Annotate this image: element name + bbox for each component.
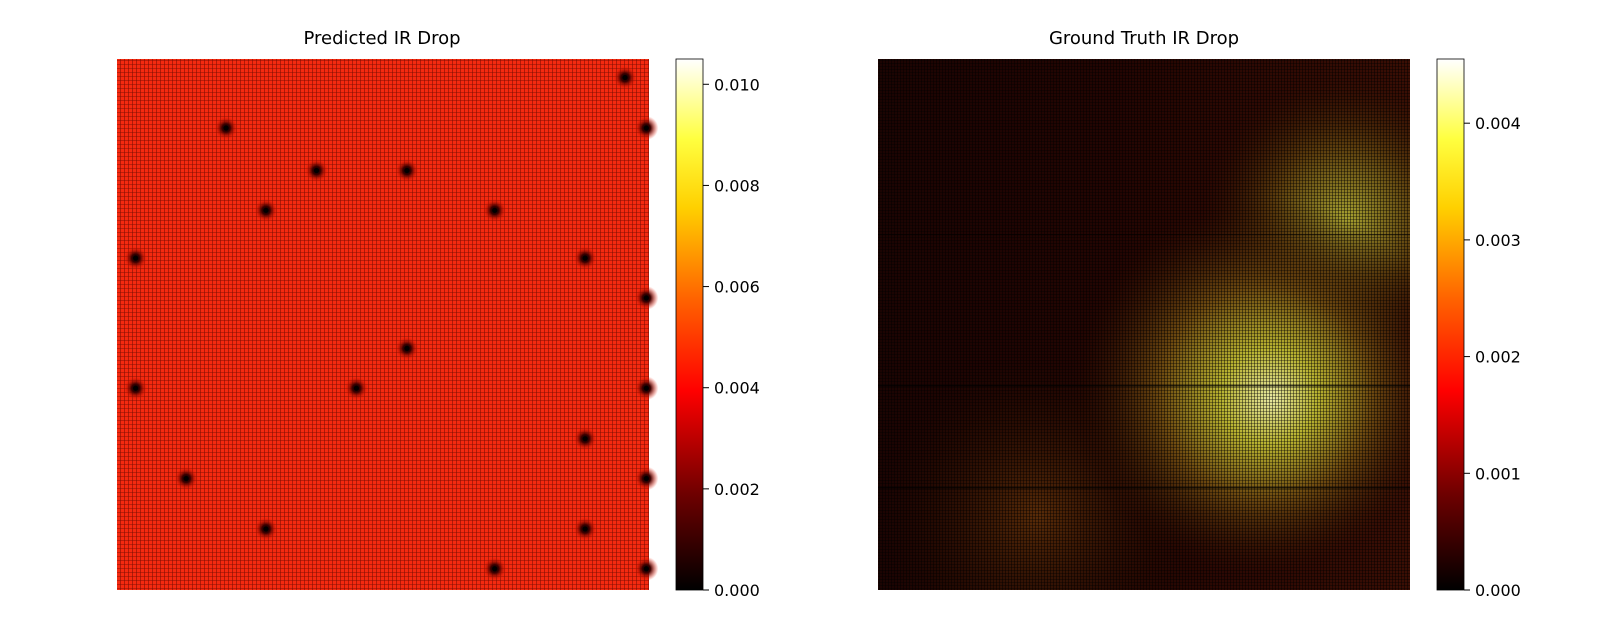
colorbar-tick-label: 0.002 <box>1475 348 1521 367</box>
colorbar-tick-label: 0.000 <box>1475 581 1521 600</box>
hotspot-core <box>582 526 588 532</box>
colorbar-tick-label: 0.006 <box>714 278 760 297</box>
colorbar-ticks: 0.000 0.001 0.002 0.003 0.004 <box>1464 114 1521 600</box>
colorbar <box>1436 58 1465 591</box>
hotspot-core <box>643 566 649 572</box>
hotspot-core <box>313 167 320 174</box>
hotspot-layer <box>123 65 659 581</box>
hotspot-core <box>582 255 588 261</box>
hotspot-core <box>404 167 410 174</box>
hotspot-core <box>643 295 649 301</box>
colorbar-tick-label: 0.004 <box>714 379 760 398</box>
hotspot-core <box>643 125 649 131</box>
hotspot-core <box>353 385 359 391</box>
panel-ground-truth: Ground Truth IR Drop 0.0000.0010.0020.00… <box>878 28 1521 600</box>
heatmap-image <box>117 59 649 590</box>
panel-predicted: Predicted IR Drop 0.0000.0020.0040.0060.… <box>117 28 760 600</box>
colorbar <box>675 58 704 591</box>
hotspot-core <box>183 475 189 482</box>
colorbar-tick-label: 0.000 <box>714 581 760 600</box>
colorbar-tick-label: 0.003 <box>1475 231 1521 250</box>
colorbar-tick-label: 0.001 <box>1475 464 1521 483</box>
heatmap-image <box>878 59 1410 590</box>
hotspot-core <box>404 345 410 351</box>
hotspot-core <box>133 385 139 391</box>
colorbar-tick-label: 0.010 <box>714 75 760 94</box>
colorbar-tick-label: 0.004 <box>1475 114 1521 133</box>
chart-title: Ground Truth IR Drop <box>1049 28 1239 49</box>
chart-title: Predicted IR Drop <box>303 28 460 49</box>
colorbar-tick-label: 0.002 <box>714 480 760 499</box>
hotspot-core <box>263 207 269 213</box>
hotspot-core <box>223 125 229 131</box>
hotspot-core <box>492 207 498 213</box>
hotspot-core <box>643 475 649 482</box>
colorbar-tick-label: 0.008 <box>714 176 760 195</box>
hotspot-core <box>492 566 498 572</box>
hotspot-core <box>133 255 139 261</box>
colorbar-ticks: 0.000 0.002 0.004 0.006 0.008 0.010 <box>703 75 760 600</box>
hotspot-core <box>263 526 269 532</box>
hotspot-core <box>582 436 588 442</box>
hotspot-core <box>622 74 628 81</box>
hotspot-core <box>643 385 649 391</box>
